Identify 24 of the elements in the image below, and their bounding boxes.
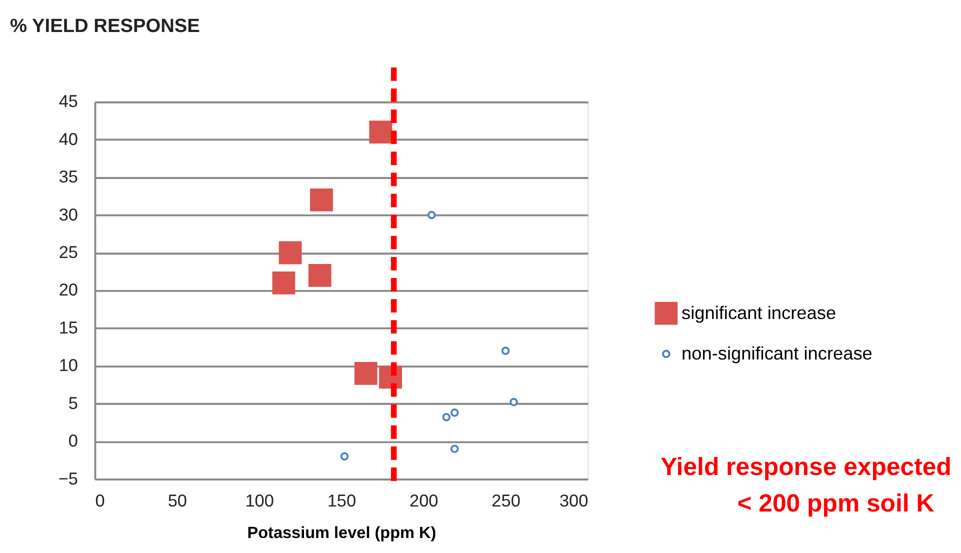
y-tick-label: 35 (58, 166, 78, 187)
x-tick-label: 200 (410, 490, 438, 510)
text: < 200 ppm soil K (737, 490, 934, 518)
text: Yield response expected (660, 453, 952, 482)
x-tick-label: 300 (559, 490, 588, 510)
chart-title: % YIELD RESPONSE (10, 16, 200, 38)
x-tick-label: 150 (327, 490, 356, 510)
legend-label: significant increase (682, 303, 836, 324)
y-tick-label: 25 (58, 242, 78, 262)
y-tick-label: 5 (68, 392, 78, 413)
y-tick-label: 40 (58, 128, 78, 149)
legend-label: non-significant increase (682, 344, 872, 364)
x-tick-label: 50 (168, 490, 187, 510)
x-tick-label: 100 (245, 490, 274, 510)
x-axis-title: Potassium level (ppm K) (247, 524, 436, 542)
y-tick-label: 10 (58, 355, 78, 376)
y-tick-label: 20 (58, 280, 78, 300)
x-tick-label: 0 (95, 490, 105, 510)
y-tick-label: 15 (58, 317, 78, 338)
x-tick-label: 250 (492, 490, 520, 510)
y-tick-label: 30 (58, 204, 78, 224)
y-tick-label: −5 (58, 468, 78, 488)
y-tick-label: 45 (58, 91, 78, 112)
y-tick-label: 0 (68, 430, 78, 451)
